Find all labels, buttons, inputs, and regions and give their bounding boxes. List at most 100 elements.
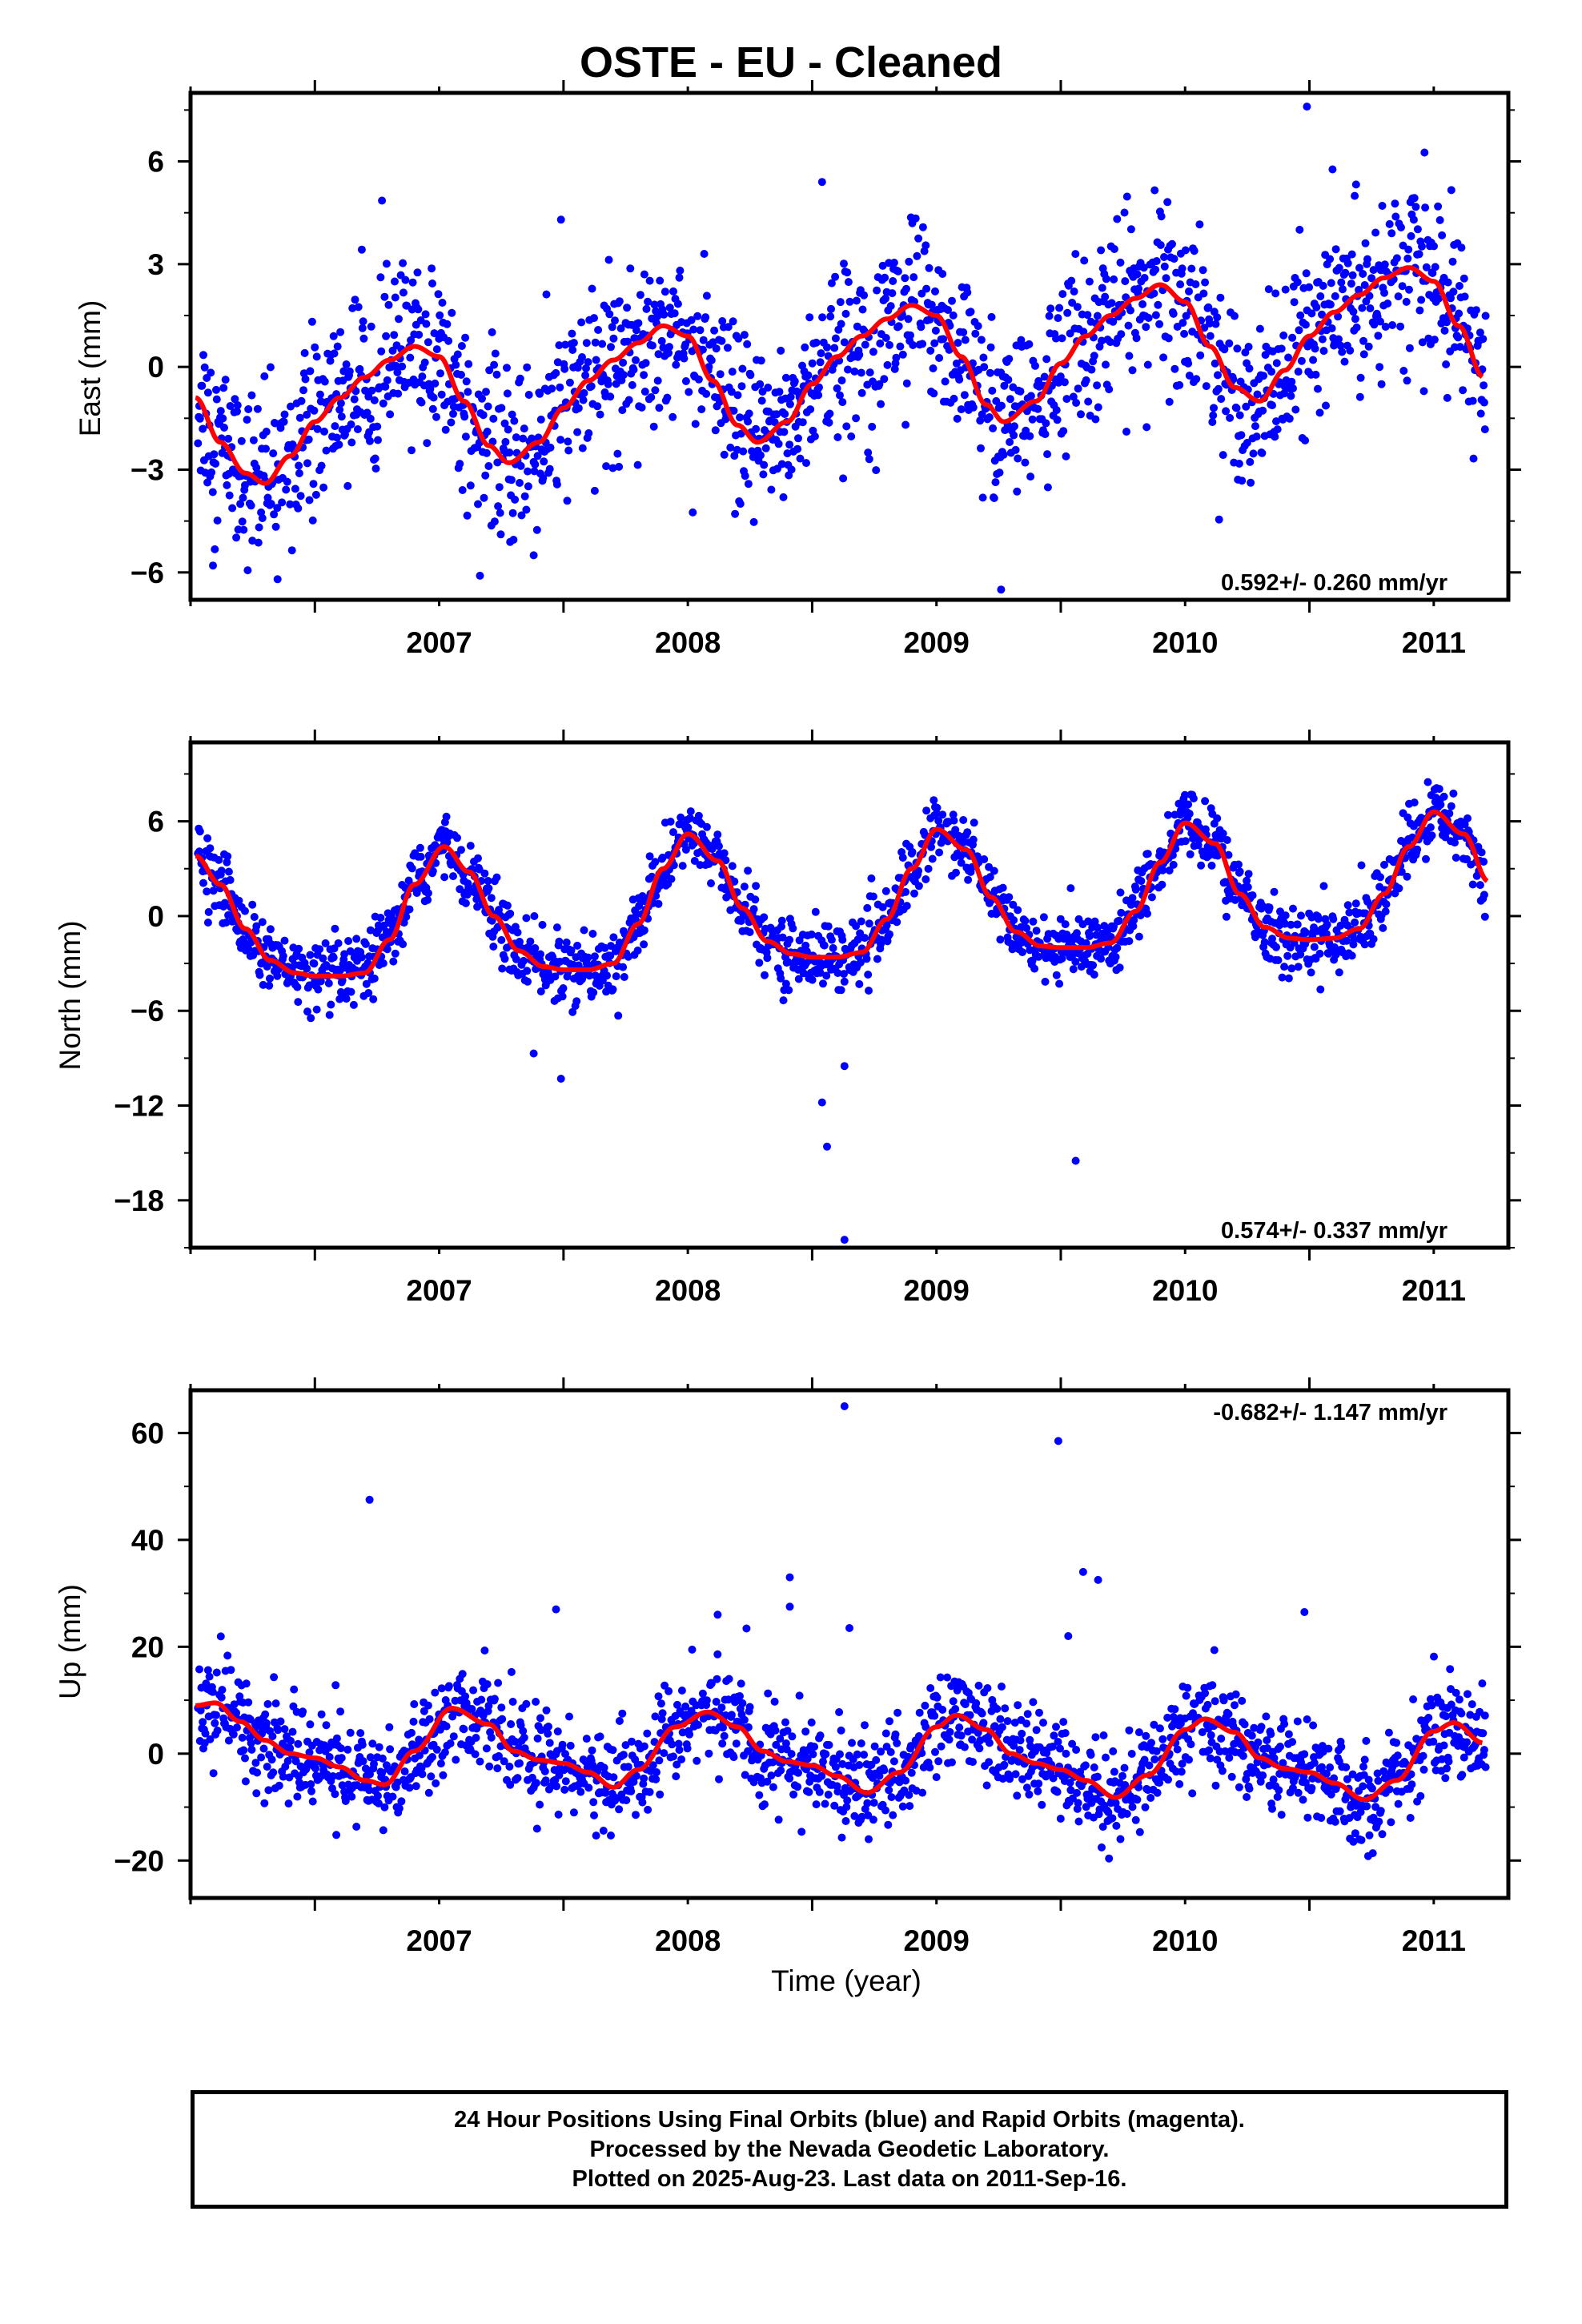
east-point [1443,393,1452,402]
up-point [717,1703,726,1712]
up-point [848,1739,856,1747]
east-point [767,485,776,494]
east-point [417,398,426,407]
north-point [349,1000,358,1009]
north-point [1301,928,1310,937]
east-point [500,419,509,428]
east-point [523,363,532,372]
east-point [252,464,261,472]
up-point [199,1718,207,1727]
north-point [951,826,960,834]
north-point [524,977,532,986]
north-point [1029,917,1038,926]
east-point [219,414,227,423]
north-point [910,889,918,898]
east-point [844,278,853,287]
east-point [1359,270,1367,278]
east-point [709,338,717,347]
up-point [1014,1701,1022,1710]
up-point [306,1720,315,1729]
east-point [833,433,842,441]
east-point [744,480,753,489]
east-point [569,339,578,348]
east-point [216,407,225,416]
north-point [531,944,540,952]
up-point [809,1750,817,1759]
east-point [1176,280,1185,289]
east-point [629,365,638,374]
north-outlier-point [840,1236,849,1244]
north-point [222,919,231,927]
up-point [893,1708,902,1717]
up-point [428,1753,436,1761]
east-point [335,440,343,449]
east-point [507,476,516,485]
east-point [1476,409,1485,418]
up-point [1153,1788,1162,1797]
east-point [1192,375,1201,384]
east-point [391,293,400,302]
east-point [905,257,913,266]
up-point [352,1823,361,1831]
up-point [472,1734,480,1742]
north-point [986,873,994,882]
east-point [579,396,588,404]
up-point [643,1729,652,1738]
north-point [1134,932,1143,941]
east-point [838,398,847,407]
up-point [857,1739,865,1747]
north-point [1061,920,1070,929]
east-point [868,422,877,431]
up-point [341,1797,350,1805]
east-point [1093,381,1102,390]
north-point [1293,920,1302,929]
up-point [536,1726,545,1735]
up-point [317,1710,326,1719]
east-point [1255,324,1264,333]
east-point [1233,344,1242,353]
east-point [901,274,909,283]
north-point [878,903,887,911]
east-point [796,454,805,463]
east-point [444,336,453,345]
east-point [1403,376,1411,385]
north-point [1243,876,1251,885]
north-outlier-point [840,1062,849,1071]
up-point [843,1796,852,1805]
north-point [456,885,464,894]
north-point [1201,797,1210,806]
north-point [204,907,213,916]
east-point [532,525,541,534]
east-point [1237,431,1246,440]
up-point [870,1742,879,1751]
north-x-tick-label: 2009 [904,1274,970,1307]
east-point [1085,277,1094,286]
east-point [1369,266,1378,275]
east-point [944,306,952,314]
east-point [491,349,500,358]
east-point [909,341,917,349]
east-point [691,420,700,428]
up-point [831,1763,840,1771]
up-point [677,1755,686,1763]
up-point [841,1817,850,1825]
north-point [811,907,820,916]
east-point [1327,324,1336,332]
north-point [572,997,581,1006]
east-point [1067,276,1076,285]
north-point [1265,903,1274,912]
north-point [1181,790,1189,799]
east-point [448,308,456,317]
north-point [863,903,872,912]
east-y-tick-label: 6 [147,146,164,179]
east-point [1053,416,1062,424]
east-point [249,436,258,444]
north-point [1165,866,1174,875]
up-point [693,1756,701,1765]
east-point [337,412,346,421]
east-point [665,343,673,352]
east-point [199,424,207,433]
east-point [1235,460,1243,468]
east-point [1005,355,1014,364]
east-point [953,414,962,423]
